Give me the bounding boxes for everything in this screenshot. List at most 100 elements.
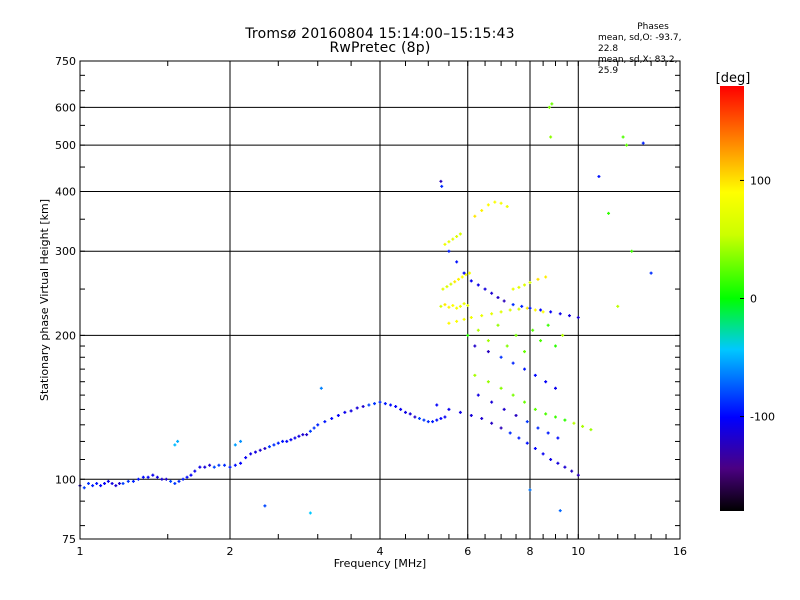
echo-point xyxy=(447,305,451,309)
echo-point xyxy=(553,415,557,419)
echo-point xyxy=(435,418,439,422)
echo-point xyxy=(383,402,387,406)
colorbar-label: [deg] xyxy=(716,71,751,86)
echo-point xyxy=(502,299,506,303)
echo-point xyxy=(469,315,473,319)
colorbar-tick-label: -100 xyxy=(750,411,775,424)
echo-point xyxy=(312,426,316,430)
echo-point xyxy=(305,433,309,437)
echo-point xyxy=(508,308,512,312)
echo-point xyxy=(445,285,449,289)
echo-point xyxy=(517,436,521,440)
echo-point xyxy=(499,310,503,314)
echo-point xyxy=(480,314,484,318)
echo-point xyxy=(151,473,155,477)
echo-point xyxy=(520,304,524,308)
echo-point xyxy=(466,333,470,337)
y-tick-label: 100 xyxy=(55,473,76,486)
echo-point xyxy=(453,280,457,284)
echo-point xyxy=(431,420,435,424)
echo-point xyxy=(499,426,503,430)
x-tick-label: 8 xyxy=(527,545,534,558)
echo-point xyxy=(169,479,173,483)
echo-point xyxy=(276,441,280,445)
echo-point xyxy=(297,434,301,438)
echo-point xyxy=(533,446,537,450)
echo-point xyxy=(561,333,565,337)
echo-point xyxy=(177,479,181,483)
echo-point xyxy=(458,304,462,308)
echo-point xyxy=(528,306,532,310)
x-tick-label: 1 xyxy=(77,545,84,558)
echo-point xyxy=(160,477,164,481)
echo-point xyxy=(389,403,393,407)
echo-point xyxy=(373,402,377,406)
echo-point xyxy=(469,413,473,417)
echo-point xyxy=(301,433,305,437)
echo-point xyxy=(549,310,553,314)
echo-point xyxy=(517,307,521,311)
echo-point xyxy=(212,465,216,469)
echo-point xyxy=(528,488,532,492)
echo-point xyxy=(514,413,518,417)
echo-point xyxy=(556,436,560,440)
echo-point xyxy=(546,431,550,435)
echo-point xyxy=(176,439,180,443)
echo-point xyxy=(563,465,567,469)
y-tick-label: 500 xyxy=(55,139,76,152)
echo-point xyxy=(511,361,515,365)
echo-point xyxy=(95,481,99,485)
x-tick-label: 16 xyxy=(673,545,687,558)
echo-point xyxy=(493,200,497,204)
echo-point xyxy=(239,461,243,465)
echo-point xyxy=(258,448,262,452)
echo-point xyxy=(449,282,453,286)
echo-point xyxy=(499,386,503,390)
echo-point xyxy=(457,277,461,281)
x-tick-label: 2 xyxy=(227,545,234,558)
echo-point xyxy=(567,314,571,318)
echo-point xyxy=(117,481,121,485)
echo-point xyxy=(525,306,529,310)
y-tick-label: 300 xyxy=(55,245,76,258)
echo-point xyxy=(621,135,625,139)
echo-point xyxy=(483,287,487,291)
echo-point xyxy=(514,333,518,337)
echo-point xyxy=(244,456,248,460)
echo-point xyxy=(455,306,459,310)
x-tick-label: 10 xyxy=(571,545,585,558)
echo-point xyxy=(99,484,103,488)
echo-point xyxy=(447,407,451,411)
echo-point xyxy=(121,481,125,485)
echo-point xyxy=(103,481,107,485)
echo-point xyxy=(544,380,548,384)
echo-point xyxy=(597,174,601,178)
echo-point xyxy=(239,439,243,443)
echo-point xyxy=(272,443,276,447)
echo-point xyxy=(426,420,430,424)
x-tick-label: 6 xyxy=(464,545,471,558)
echo-point xyxy=(394,404,398,408)
echo-point xyxy=(533,407,537,411)
echo-point xyxy=(233,463,237,467)
echo-point xyxy=(267,445,271,449)
echo-point xyxy=(417,417,421,421)
echo-point xyxy=(164,477,168,481)
echo-point xyxy=(533,308,537,312)
echo-point xyxy=(523,367,527,371)
echo-point xyxy=(563,418,567,422)
echo-point xyxy=(441,287,445,291)
echo-point xyxy=(203,465,207,469)
echo-point xyxy=(486,350,490,354)
echo-point xyxy=(131,479,135,483)
echo-point xyxy=(523,350,527,354)
echo-point xyxy=(141,475,145,479)
echo-point xyxy=(114,484,118,488)
echo-point xyxy=(616,304,620,308)
x-axis-label: Frequency [MHz] xyxy=(334,557,426,570)
phases-o-stats: mean, sd,O: -93.7, 22.8 xyxy=(598,33,682,54)
echo-point xyxy=(330,417,334,421)
echo-point xyxy=(525,420,529,424)
echo-point xyxy=(323,420,327,424)
echo-point xyxy=(308,511,312,515)
